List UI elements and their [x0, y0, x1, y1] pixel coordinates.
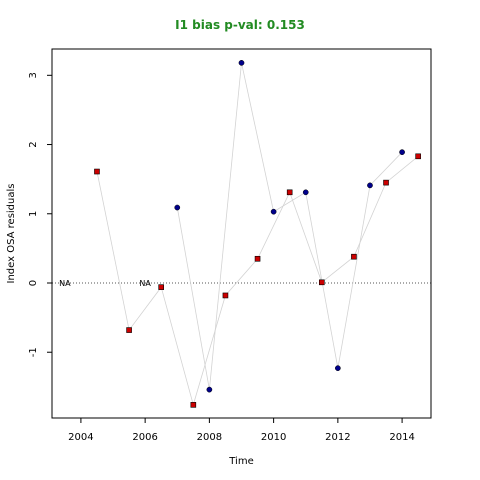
x-axis-title: Time — [228, 456, 253, 467]
data-point-1-8 — [318, 279, 325, 286]
chart-title: I1 bias p-val: 0.153 — [175, 18, 305, 32]
data-point-1-4 — [190, 402, 197, 408]
data-point-2-5 — [302, 189, 309, 196]
data-point-1-6 — [254, 255, 261, 262]
y-tick-label: 2 — [28, 141, 39, 147]
data-point-1-11 — [415, 153, 421, 160]
data-point-2-4 — [270, 208, 277, 215]
x-tick-label: 2010 — [261, 432, 286, 443]
data-point-2-6 — [335, 365, 341, 372]
y-tick-label: 3 — [28, 72, 39, 78]
data-point-1-3 — [158, 284, 165, 290]
data-point-2-3 — [238, 59, 245, 66]
data-point-1-5 — [222, 292, 229, 299]
plot-frame — [51, 48, 432, 419]
x-tick-label: 2008 — [197, 432, 222, 443]
y-tick-label: -1 — [28, 347, 39, 357]
x-tick-label: 2006 — [132, 432, 157, 443]
na-label: NA — [59, 279, 71, 288]
x-tick-label: 2004 — [68, 432, 93, 443]
data-point-1-10 — [383, 179, 389, 186]
data-point-2-1 — [174, 204, 181, 211]
data-point-1-7 — [286, 189, 293, 196]
series-line-2 — [176, 62, 403, 390]
y-axis-title: Index OSA residuals — [6, 184, 17, 284]
data-point-2-8 — [399, 149, 405, 156]
x-tick-label: 2014 — [389, 432, 414, 443]
data-point-1-1 — [94, 168, 100, 175]
na-label: NA — [139, 279, 151, 288]
y-tick-label: 0 — [28, 280, 39, 286]
data-point-1-9 — [351, 253, 357, 260]
y-tick-label: 1 — [28, 211, 39, 217]
data-point-1-2 — [126, 327, 132, 333]
x-tick-label: 2012 — [325, 432, 350, 443]
data-point-2-2 — [206, 386, 213, 393]
data-point-2-7 — [367, 182, 373, 189]
